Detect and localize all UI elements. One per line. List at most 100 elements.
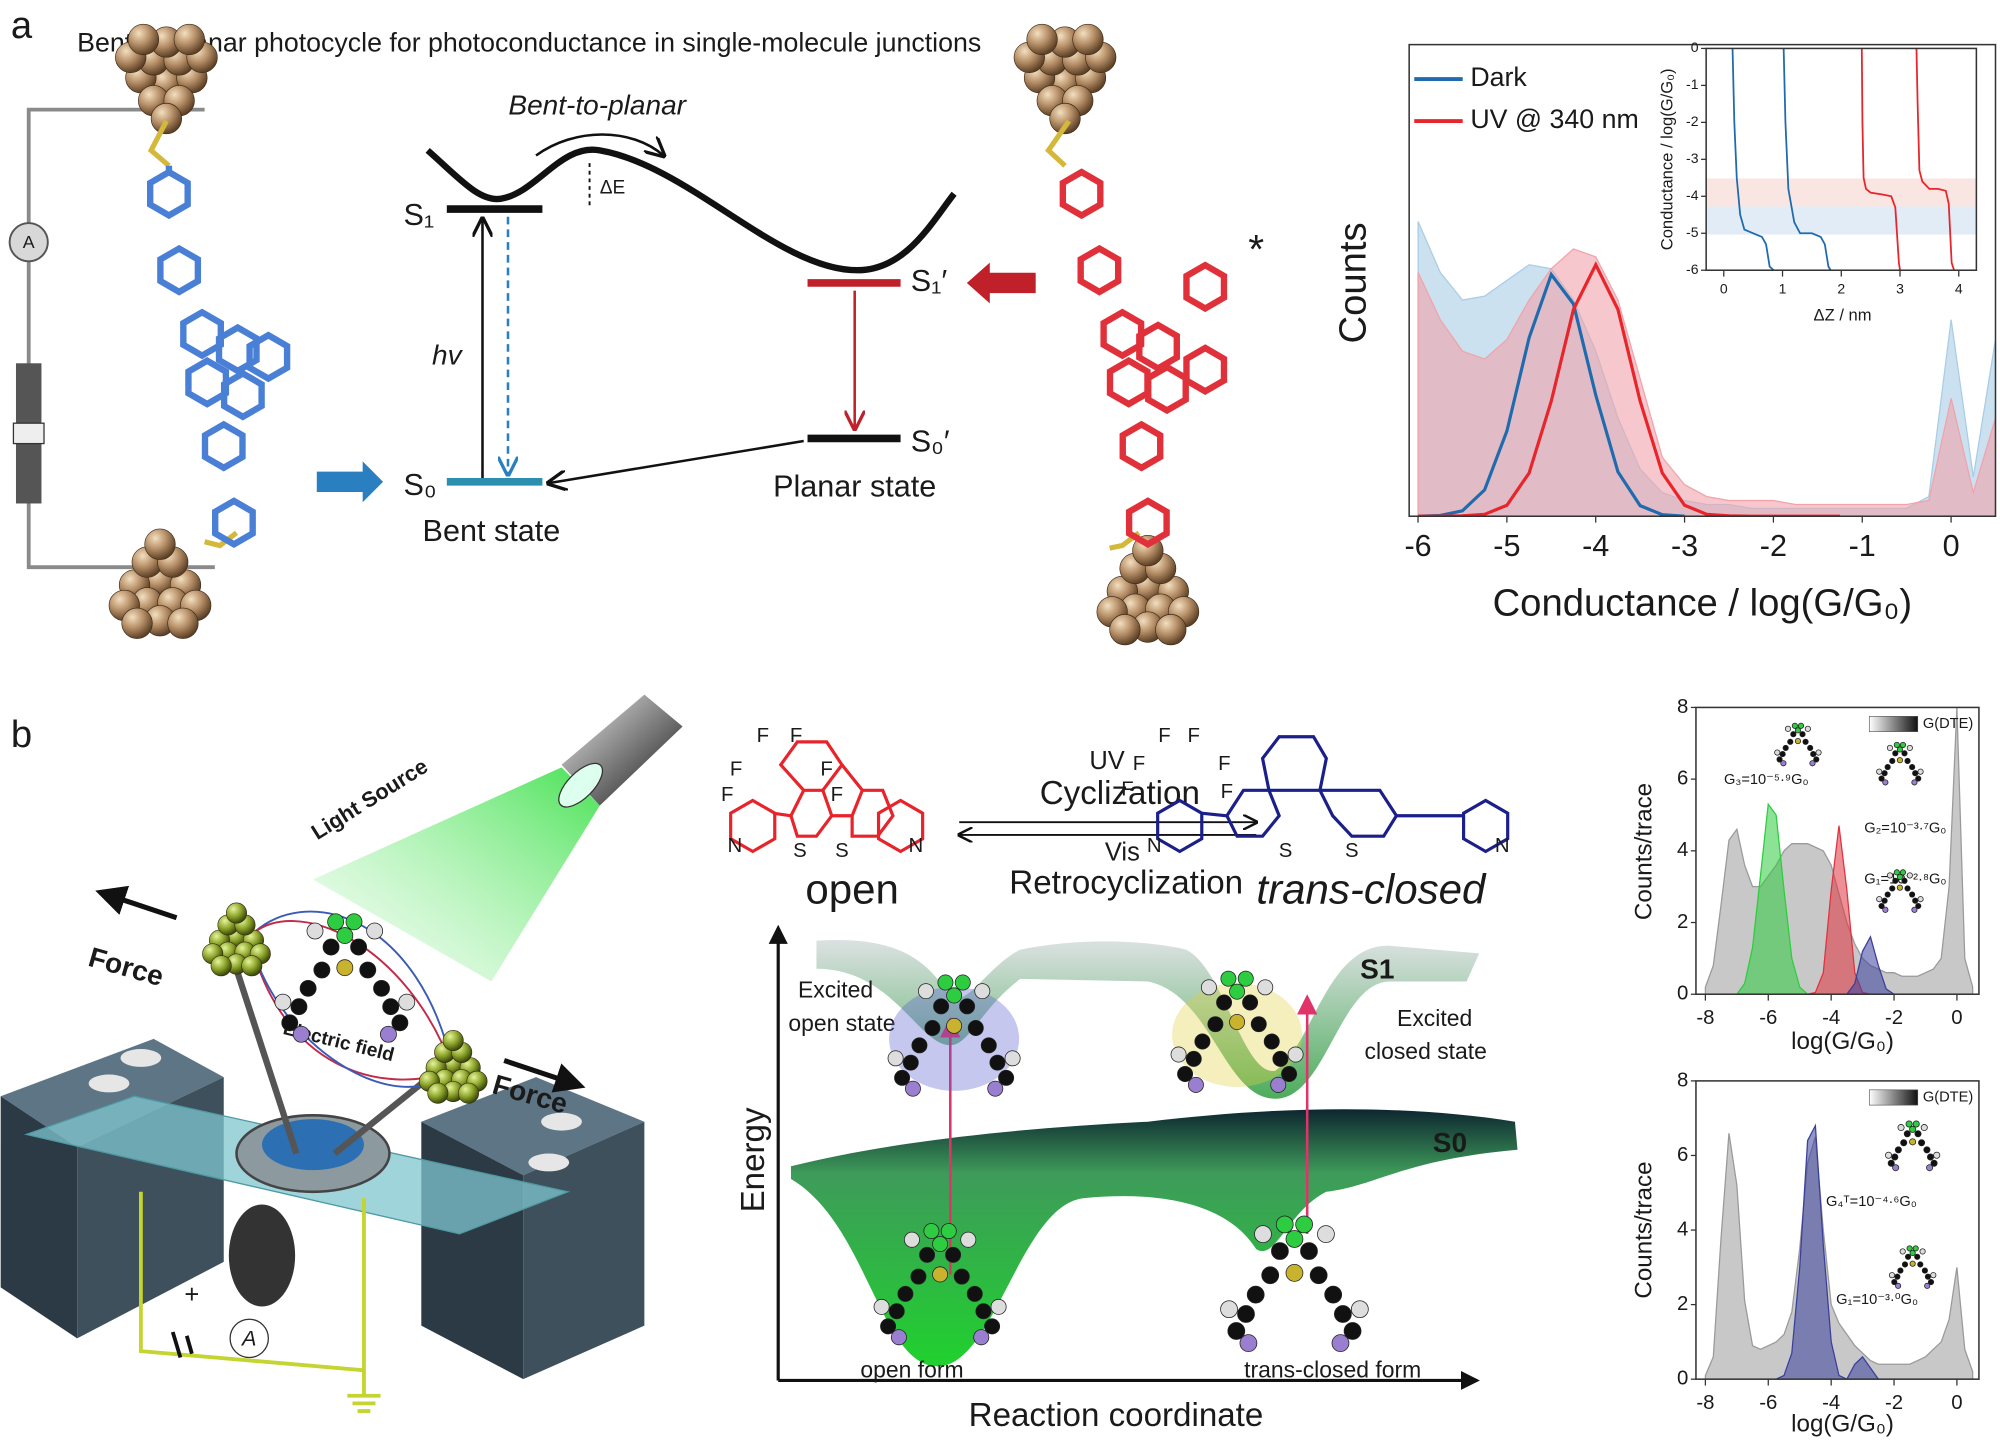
molecule-ring bbox=[1145, 363, 1189, 415]
molecule-atom bbox=[1930, 1272, 1937, 1279]
axis-label: Reaction coordinate bbox=[969, 1397, 1264, 1434]
light-label: Light Source bbox=[307, 753, 432, 844]
x-axis-label: Conductance / log(G/G₀) bbox=[1493, 582, 1912, 625]
molecule-atom bbox=[373, 979, 390, 997]
y-tick-label: 4 bbox=[1677, 1218, 1688, 1240]
molecule-atom bbox=[1891, 1153, 1899, 1161]
molecule-bond bbox=[840, 763, 864, 792]
molecule-ring bbox=[1461, 798, 1510, 854]
atom-label: S bbox=[1279, 840, 1293, 862]
molecule-atom bbox=[1894, 1146, 1902, 1154]
histogram-area bbox=[1705, 825, 1973, 995]
molecule-ring bbox=[1100, 308, 1145, 360]
molecule-atom bbox=[1275, 1215, 1294, 1234]
molecule-atom bbox=[960, 1231, 977, 1248]
molecule-atom bbox=[1285, 1264, 1304, 1282]
molecule-atom bbox=[1895, 1282, 1902, 1289]
molecule-atom bbox=[974, 983, 991, 1000]
molecule-atom bbox=[1807, 744, 1814, 752]
molecule-atom bbox=[1896, 757, 1903, 764]
atom-label: N bbox=[728, 835, 743, 857]
molecule-atom bbox=[1343, 1322, 1362, 1340]
x-tick-label: -6 bbox=[1759, 1392, 1777, 1414]
molecule-ring bbox=[201, 420, 246, 472]
input-arrow bbox=[316, 461, 384, 503]
plot-frame bbox=[1408, 43, 1997, 517]
excited-mark: * bbox=[1248, 226, 1264, 272]
atom-label: F bbox=[1121, 779, 1133, 801]
molecule-ring bbox=[1183, 344, 1228, 395]
y-tick-label: 6 bbox=[1677, 1144, 1688, 1166]
state-label: Planar state bbox=[773, 469, 936, 503]
molecule-atom bbox=[1237, 970, 1254, 987]
molecule-atom bbox=[890, 1329, 907, 1346]
molecule-atom bbox=[1242, 994, 1259, 1011]
molecule-atom bbox=[391, 1014, 409, 1032]
battery bbox=[15, 363, 42, 428]
atom-label: F bbox=[721, 784, 733, 806]
molecule-atom bbox=[1905, 1253, 1912, 1260]
x-tick-label: -8 bbox=[1696, 1392, 1714, 1414]
electrode-atom bbox=[144, 528, 176, 560]
molecule-atom bbox=[350, 938, 368, 956]
x-axis-label: log(G/G₀) bbox=[1791, 1410, 1894, 1437]
molecule-atom bbox=[1317, 1225, 1335, 1243]
molecule-atom bbox=[1912, 770, 1919, 777]
input-arrow bbox=[966, 262, 1036, 304]
molecule-atom bbox=[1896, 746, 1903, 753]
molecule-atom bbox=[989, 1054, 1006, 1071]
molecule-atom bbox=[966, 1285, 983, 1302]
molecule-ring bbox=[157, 244, 202, 296]
x-tick-label: -6 bbox=[1759, 1007, 1777, 1029]
molecule-atom bbox=[1901, 877, 1908, 884]
electrode-atom bbox=[1072, 23, 1104, 56]
atom-label: N bbox=[1147, 835, 1162, 857]
molecule-atom bbox=[924, 1020, 941, 1036]
molecule-atom bbox=[1309, 1266, 1328, 1285]
screw bbox=[528, 1153, 570, 1172]
state-label: Excited bbox=[798, 977, 873, 1003]
y-tick-label: -1 bbox=[1686, 76, 1699, 92]
molecule-bond bbox=[772, 788, 834, 838]
molecule-atom bbox=[1004, 1050, 1021, 1067]
molecule-atom bbox=[1881, 770, 1888, 777]
line-series bbox=[1731, 48, 1775, 271]
molecule-atom bbox=[1884, 891, 1891, 898]
return-arrow bbox=[549, 439, 804, 483]
y-tick-label: 0 bbox=[1677, 1368, 1688, 1390]
molecule-atom bbox=[1919, 1248, 1926, 1255]
annotation: G₄ᵀ=10⁻⁴·⁶G₀ bbox=[1826, 1194, 1917, 1210]
molecule-atom bbox=[1261, 1266, 1280, 1285]
molecule-atom bbox=[1886, 744, 1894, 752]
molecule-atom bbox=[1905, 1120, 1913, 1128]
histogram-area bbox=[1705, 802, 1973, 995]
molecule-atom bbox=[1229, 983, 1246, 1000]
x-tick-label: -4 bbox=[1822, 1392, 1840, 1414]
molecule-atom bbox=[911, 1037, 928, 1054]
y-axis-label: Conductance / log(G/G₀) bbox=[1657, 68, 1676, 250]
molecule-atom bbox=[322, 938, 340, 956]
electrode-atom bbox=[442, 1030, 464, 1052]
molecule-atom bbox=[1917, 768, 1924, 775]
molecule-atom bbox=[1295, 1215, 1313, 1234]
electrode-atom bbox=[1155, 614, 1187, 646]
battery bbox=[184, 1335, 194, 1355]
molecule-atom bbox=[1926, 1153, 1934, 1161]
legend-label: UV @ 340 nm bbox=[1470, 104, 1638, 134]
atom-label: F bbox=[820, 758, 832, 780]
form-label: open form bbox=[860, 1357, 963, 1383]
process-label: Bent-to-planar bbox=[508, 89, 687, 120]
molecule-atom bbox=[1334, 1305, 1352, 1323]
molecule-atom bbox=[306, 922, 324, 940]
molecule-atom bbox=[1882, 906, 1889, 913]
histogram-area bbox=[1705, 1123, 1973, 1380]
molecule-atom bbox=[1899, 1248, 1906, 1255]
molecule-ring bbox=[1125, 497, 1170, 548]
molecule-atom bbox=[1889, 757, 1896, 765]
molecule-atom bbox=[1884, 764, 1891, 771]
molecule-atom bbox=[1896, 873, 1903, 881]
x-tick-label: -2 bbox=[1760, 529, 1787, 563]
molecule-atom bbox=[888, 1303, 905, 1320]
molecule-atom bbox=[1246, 1285, 1265, 1304]
